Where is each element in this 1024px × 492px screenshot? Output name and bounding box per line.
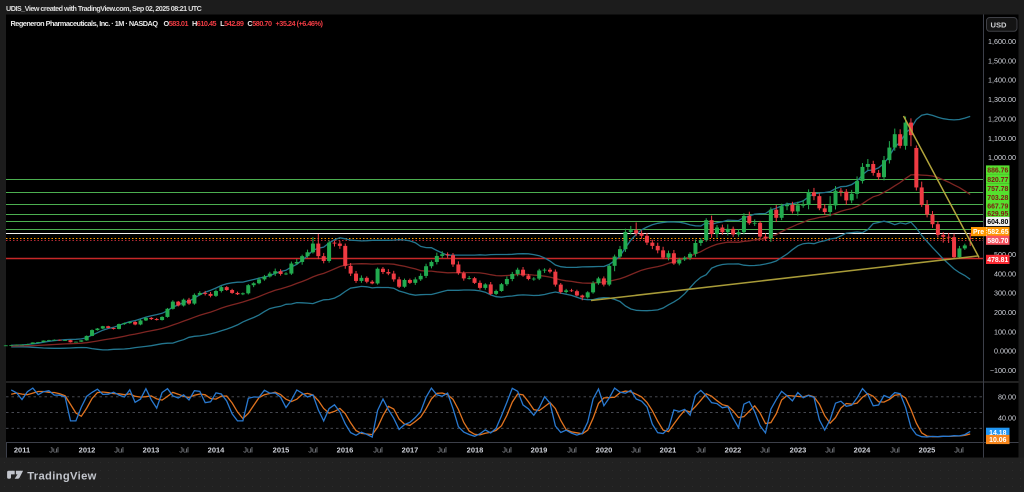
svg-text:−100.00: −100.00 [990, 366, 1016, 375]
svg-text:Jul: Jul [437, 446, 447, 455]
svg-text:2019: 2019 [531, 446, 548, 455]
svg-text:2017: 2017 [402, 446, 419, 455]
svg-text:10.06: 10.06 [989, 437, 1006, 444]
svg-text:2014: 2014 [208, 446, 226, 455]
svg-text:TradingView: TradingView [27, 470, 97, 482]
svg-text:40.00: 40.00 [998, 414, 1016, 423]
svg-text:820.77: 820.77 [987, 177, 1008, 184]
svg-text:Jul: Jul [696, 446, 706, 455]
svg-text:0.0000: 0.0000 [994, 347, 1016, 356]
svg-text:2023: 2023 [790, 446, 807, 455]
svg-text:2024: 2024 [854, 446, 872, 455]
svg-text:80.00: 80.00 [998, 393, 1016, 402]
svg-text:Jul: Jul [243, 446, 253, 455]
svg-text:2012: 2012 [79, 446, 96, 455]
svg-text:703.28: 703.28 [987, 195, 1008, 202]
svg-text:1,000.00: 1,000.00 [988, 153, 1016, 162]
svg-text:14.18: 14.18 [989, 430, 1006, 437]
svg-text:478.81: 478.81 [987, 257, 1008, 264]
svg-text:604.80: 604.80 [987, 219, 1008, 226]
svg-text:2015: 2015 [273, 446, 290, 455]
svg-text:Jul: Jul [825, 446, 835, 455]
svg-text:2011: 2011 [14, 446, 30, 455]
svg-text:2022: 2022 [725, 446, 742, 455]
svg-text:582.65: 582.65 [987, 229, 1008, 236]
svg-text:2018: 2018 [467, 446, 484, 455]
svg-text:2013: 2013 [143, 446, 160, 455]
svg-text:2021: 2021 [660, 446, 677, 455]
svg-text:1,500.00: 1,500.00 [988, 56, 1016, 65]
svg-text:Pre: Pre [973, 229, 984, 236]
svg-text:1,300.00: 1,300.00 [988, 95, 1016, 104]
svg-text:Jul: Jul [308, 446, 318, 455]
svg-text:886.76: 886.76 [987, 168, 1008, 175]
svg-text:Jul: Jul [760, 446, 770, 455]
svg-text:757.78: 757.78 [987, 186, 1008, 193]
svg-text:Jul: Jul [631, 446, 641, 455]
svg-text:Jul: Jul [954, 446, 964, 455]
svg-text:Jul: Jul [890, 446, 900, 455]
svg-text:Jul: Jul [114, 446, 124, 455]
svg-text:200.00: 200.00 [994, 308, 1016, 317]
svg-text:629.95: 629.95 [987, 211, 1008, 218]
svg-text:USD: USD [991, 21, 1008, 30]
svg-text:Jul: Jul [502, 446, 512, 455]
svg-text:100.00: 100.00 [994, 327, 1016, 336]
svg-text:400.00: 400.00 [994, 269, 1016, 278]
svg-text:UDIS_View created with Trading: UDIS_View created with TradingView.com, … [6, 4, 202, 13]
svg-text:500.00: 500.00 [994, 250, 1016, 259]
svg-text:1,600.00: 1,600.00 [988, 37, 1016, 46]
svg-text:1,100.00: 1,100.00 [988, 134, 1016, 143]
svg-text:1,400.00: 1,400.00 [988, 76, 1016, 85]
svg-text:Jul: Jul [373, 446, 383, 455]
svg-text:Jul: Jul [179, 446, 189, 455]
svg-text:667.79: 667.79 [987, 204, 1008, 211]
svg-text:580.70: 580.70 [987, 238, 1008, 245]
svg-text:2025: 2025 [919, 446, 936, 455]
svg-text:1,200.00: 1,200.00 [988, 114, 1016, 123]
svg-text:300.00: 300.00 [994, 289, 1016, 298]
svg-text:2016: 2016 [337, 446, 354, 455]
svg-text:Jul: Jul [567, 446, 577, 455]
svg-text:2020: 2020 [596, 446, 613, 455]
svg-text:Regeneron Pharmaceuticals, Inc: Regeneron Pharmaceuticals, Inc. · 1M · N… [11, 19, 324, 28]
svg-text:Jul: Jul [49, 446, 59, 455]
